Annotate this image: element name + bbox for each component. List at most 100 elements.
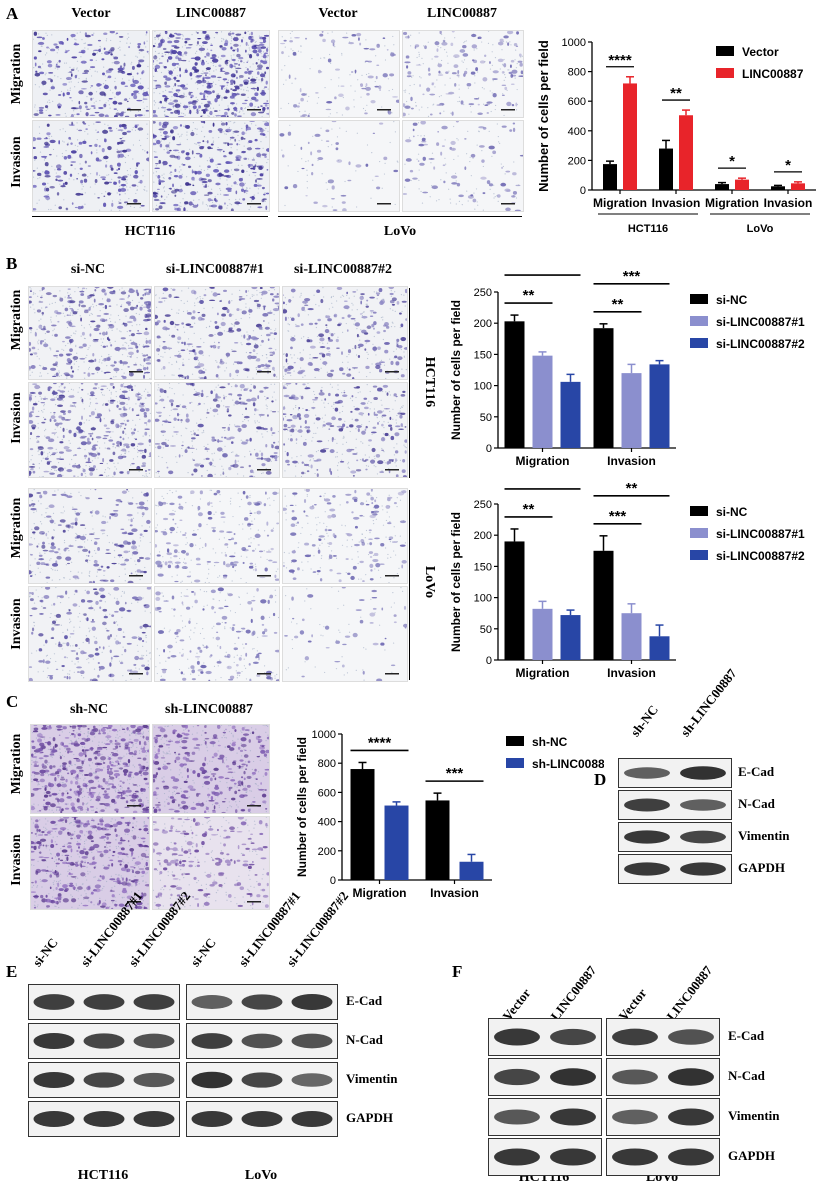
x-tick-label: Migration [516, 454, 570, 468]
x-tick-label: Migration [516, 666, 570, 680]
band-label: N-Cad [728, 1068, 765, 1083]
cell-line-label: LoVo [383, 224, 417, 239]
y-tick-label: 50 [480, 624, 492, 636]
y-tick-label: 1000 [562, 37, 586, 49]
cell-line-label: LoVo [422, 565, 437, 599]
band [624, 862, 670, 876]
blot-strip [28, 1062, 180, 1098]
band [668, 1148, 714, 1166]
y-tick-label: 0 [486, 443, 492, 455]
band-label: E-Cad [738, 764, 775, 779]
x-tick-label: Invasion [430, 886, 479, 900]
blot-strip [28, 984, 180, 1020]
band [494, 1148, 540, 1166]
sig-label: ** [626, 482, 638, 497]
y-tick-label: 100 [474, 593, 492, 605]
sig-label: *** [609, 508, 627, 525]
band [241, 1033, 283, 1049]
micrograph [154, 488, 280, 584]
x-tick-label: Invasion [607, 454, 656, 468]
bar [623, 83, 637, 190]
legend-swatch [690, 506, 708, 516]
group-label: HCT116 [628, 223, 668, 235]
band [668, 1068, 714, 1086]
bar [532, 608, 553, 660]
row-label: Migration [9, 497, 24, 559]
band [133, 1033, 175, 1049]
legend-swatch [506, 736, 524, 746]
sig-label: *** [534, 270, 552, 276]
legend-label: LINC00887 [742, 67, 804, 81]
y-tick-label: 50 [480, 412, 492, 424]
sig-label: * [785, 157, 791, 174]
blot-strip [618, 758, 732, 788]
blot-strip [488, 1098, 602, 1136]
band [550, 1068, 596, 1086]
bar [384, 805, 409, 880]
micrograph [28, 286, 152, 380]
bar [350, 769, 375, 880]
cell-line-label: LoVo [244, 1168, 278, 1183]
col-label: si-NC [70, 262, 106, 277]
band [83, 1033, 125, 1049]
legend-swatch [716, 68, 734, 78]
band [291, 1033, 333, 1049]
sig-label: ** [523, 501, 535, 518]
blot-strip [488, 1058, 602, 1096]
col-label: si-LINC00887#1 [165, 262, 264, 277]
micrograph [30, 724, 150, 814]
legend-label: si-LINC00887#2 [716, 549, 805, 563]
bar [621, 613, 642, 660]
band [680, 862, 726, 876]
group-line [409, 490, 410, 680]
legend-label: si-NC [716, 293, 748, 307]
band [241, 1110, 283, 1128]
band [612, 1028, 658, 1046]
micrograph [152, 816, 270, 910]
blot-strip [606, 1018, 720, 1056]
bar [504, 541, 525, 660]
blot-strip [606, 1058, 720, 1096]
band [83, 1110, 125, 1128]
legend-label: si-NC [716, 505, 748, 519]
bar [715, 184, 729, 190]
bar [532, 355, 553, 448]
bar [649, 636, 670, 660]
x-tick-label: Migration [593, 196, 647, 210]
sig-label: *** [534, 482, 552, 490]
col-label: Vector [71, 6, 111, 21]
band [550, 1108, 596, 1126]
y-axis-label: Number of cells per field [449, 300, 463, 440]
chart-b-lovo: Number of cells per field 0 50 100 150 200 250… [446, 473, 824, 694]
col-label: si-LINC00887#2 [293, 262, 392, 277]
blot-strip [618, 790, 732, 820]
chart-c: Number of cells per field 0 200 400 600 800 10… [292, 712, 612, 914]
band [191, 1110, 233, 1128]
legend-swatch [690, 550, 708, 560]
y-tick-label: 800 [568, 67, 586, 79]
bar [603, 164, 617, 190]
band [624, 830, 670, 844]
band-label: Vimentin [346, 1071, 398, 1086]
micrograph [154, 382, 280, 478]
bar [425, 800, 450, 880]
row-label: Invasion [9, 834, 24, 886]
x-tick-label: Invasion [652, 196, 701, 210]
group-line [409, 288, 410, 478]
band [624, 767, 670, 779]
bar [771, 186, 785, 190]
blot-strip [186, 1101, 338, 1137]
lane-label: si-NC [187, 935, 219, 970]
col-label: sh-LINC00887 [165, 702, 253, 717]
blot-strip [186, 1062, 338, 1098]
micrograph [32, 30, 150, 118]
group-line [278, 216, 522, 217]
y-tick-label: 1000 [312, 729, 336, 741]
legend-swatch [690, 294, 708, 304]
lane-label: LINC00887 [547, 962, 600, 1024]
blot-strip [488, 1018, 602, 1056]
sig-label: * [729, 153, 735, 170]
chart-b-hct116: Number of cells per field 0 50 100 150 200 250… [446, 259, 824, 482]
micrograph [30, 816, 150, 910]
band [133, 1072, 175, 1088]
